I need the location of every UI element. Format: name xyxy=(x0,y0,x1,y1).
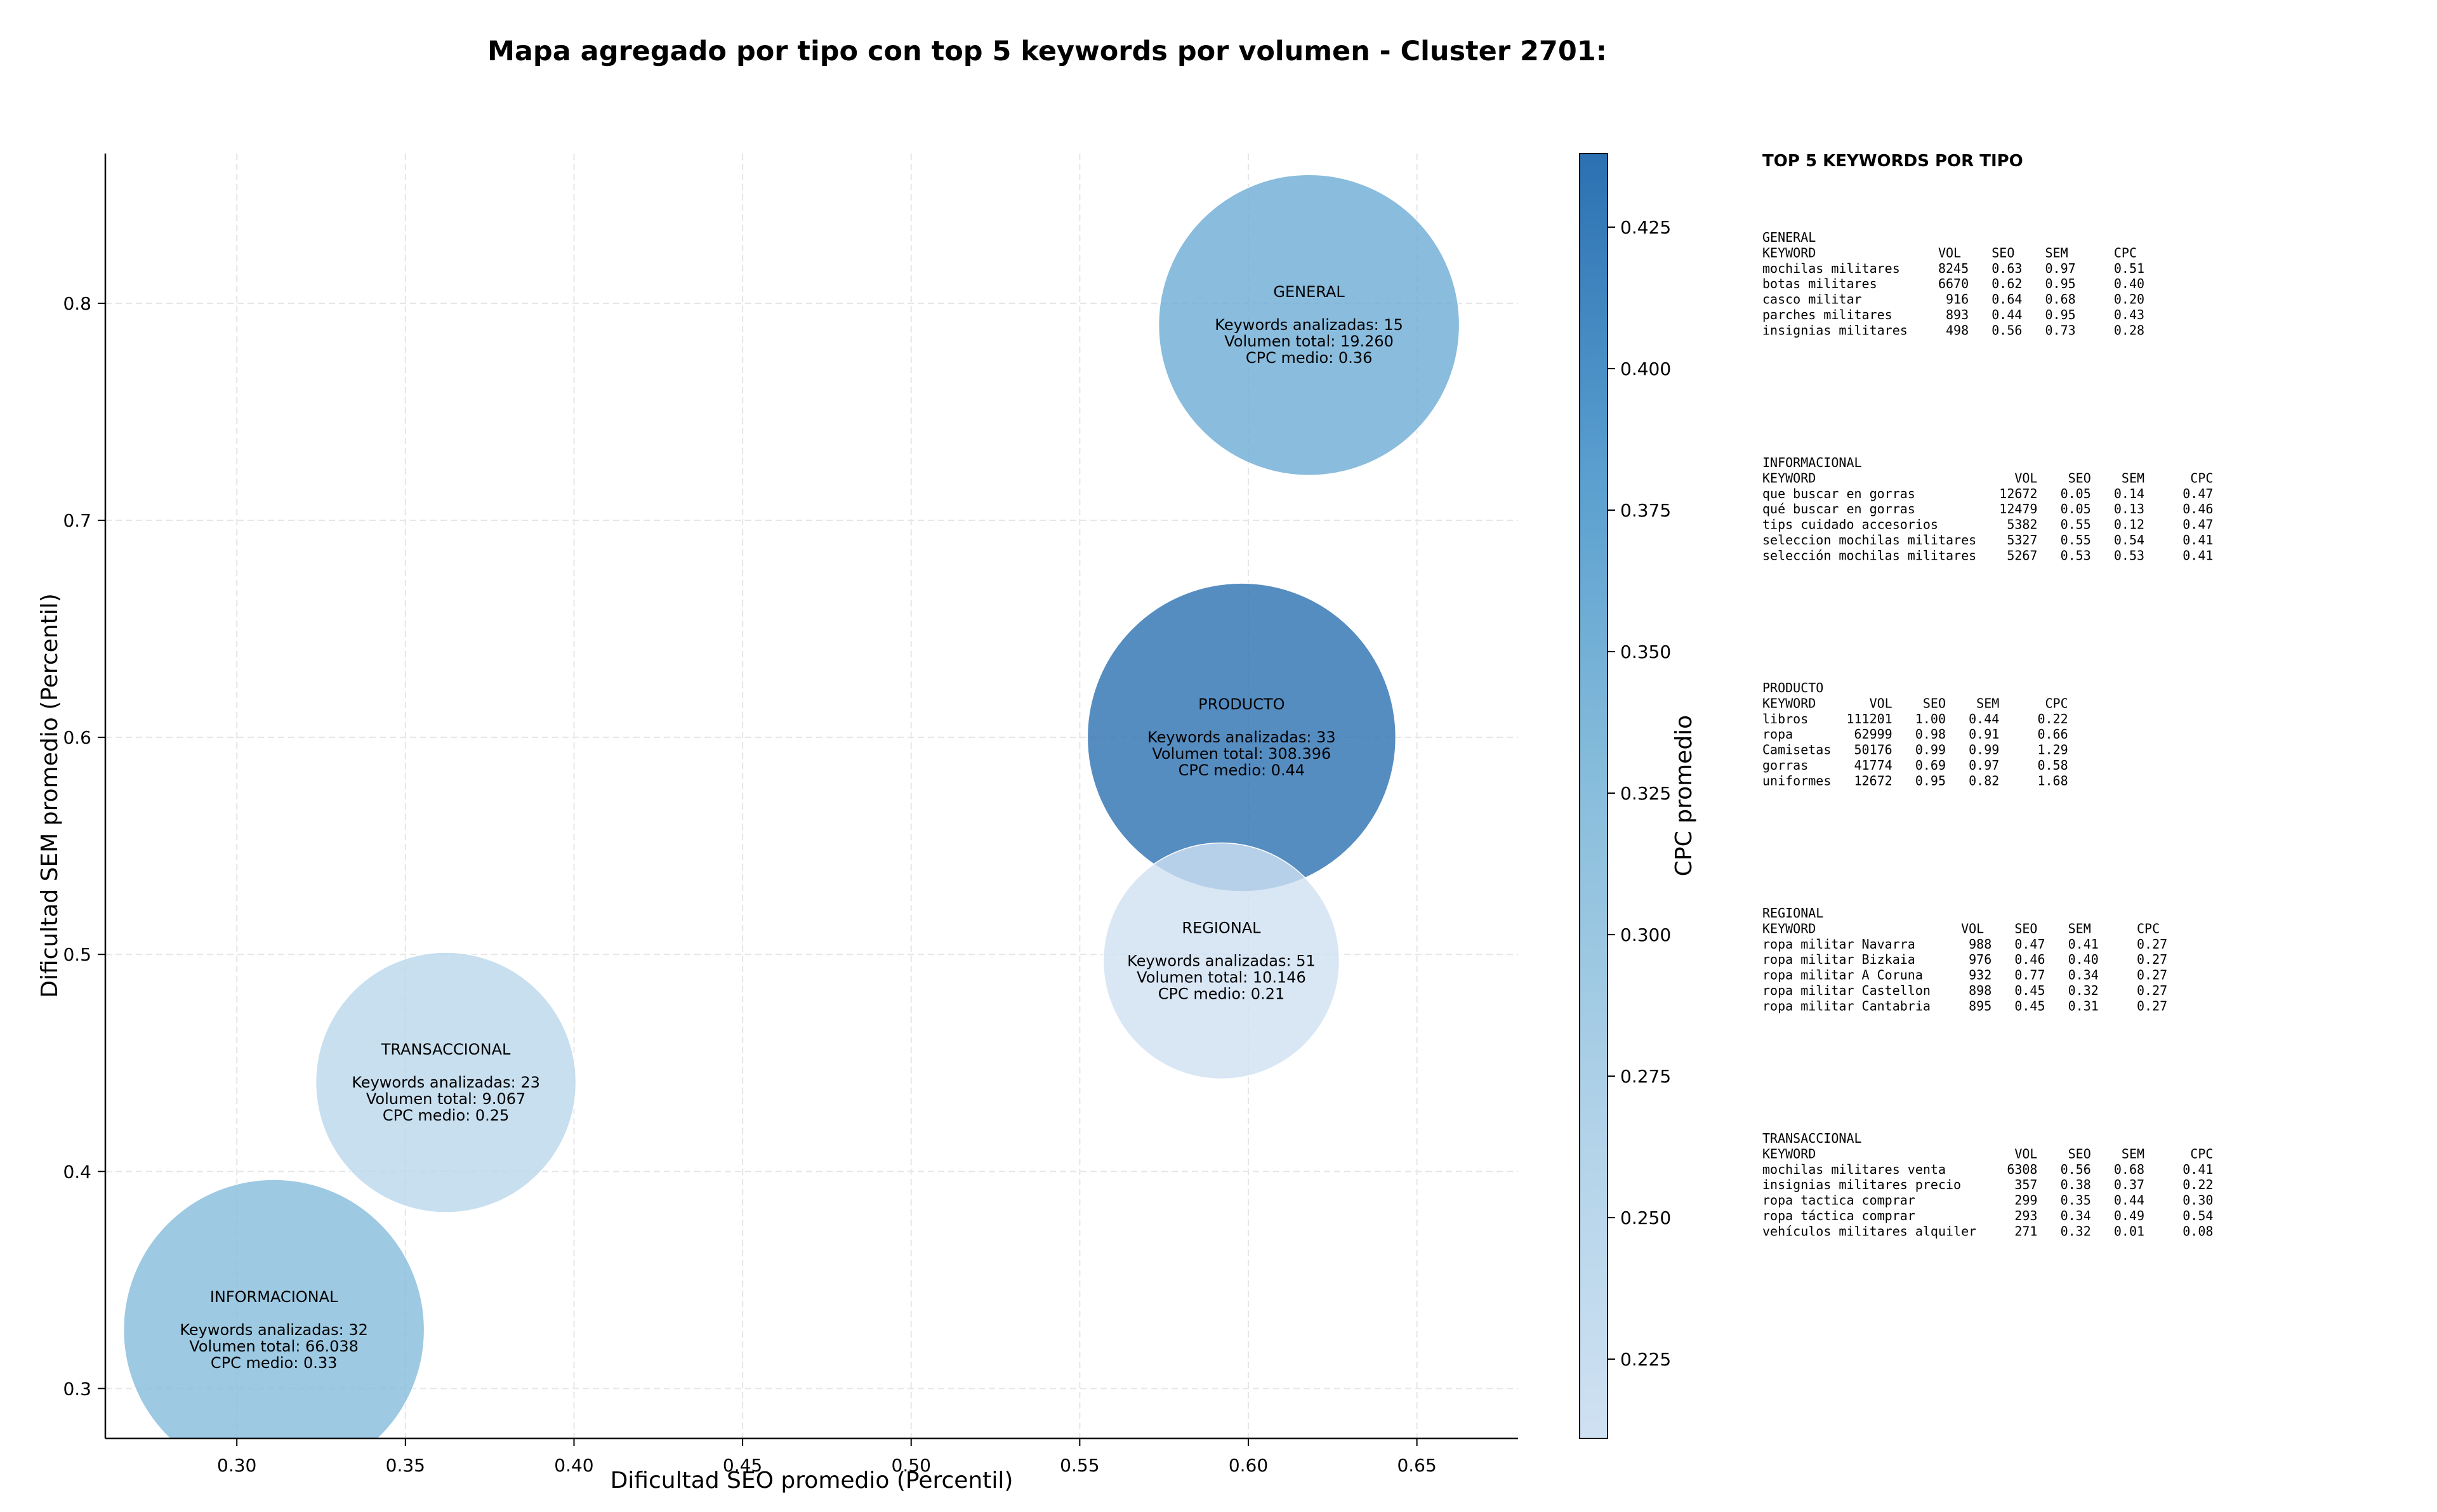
bubble-label-stat: Keywords analizadas: 15 xyxy=(1215,316,1403,334)
y-tick-label: 0.7 xyxy=(63,510,91,531)
colorbar: 0.225 0.250 0.275 0.300 0.325 0.350 0.375 0.400… xyxy=(1579,153,1671,1439)
chart-title: Mapa agregado por tipo con top 5 keyword… xyxy=(487,36,1607,67)
panel-block-title: GENERAL xyxy=(1762,230,1816,245)
colorbar-tick-label: 0.400 xyxy=(1620,358,1671,379)
axes: 0.30 0.35 0.40 0.45 0.50 0.55 0.60 0.65 0.3 0.4 0.… xyxy=(63,154,1518,1476)
bubble-label-stat: CPC medio: 0.44 xyxy=(1179,761,1305,779)
bubble-label-stat: Keywords analizadas: 33 xyxy=(1147,728,1336,746)
y-axis-label: Dificultad SEM promedio (Percentil) xyxy=(37,593,63,998)
x-axis-label: Dificultad SEO promedio (Percentil) xyxy=(611,1468,1014,1494)
panel-block-row: qué buscar en gorras 12479 0.05 0.13 0.4… xyxy=(1762,501,2213,516)
panel-block-row: casco militar 916 0.64 0.68 0.20 xyxy=(1762,292,2144,307)
y-tick-label: 0.5 xyxy=(63,944,91,965)
bubble-informacional xyxy=(122,1179,425,1438)
panel-heading: TOP 5 KEYWORDS POR TIPO xyxy=(1762,152,2023,171)
panel-block-row: Camisetas 50176 0.99 0.99 1.29 xyxy=(1762,742,2068,758)
panel-block-row: mochilas militares venta 6308 0.56 0.68 … xyxy=(1762,1162,2213,1177)
bubble-label-stat: CPC medio: 0.36 xyxy=(1246,349,1373,367)
x-tick-label: 0.60 xyxy=(1229,1455,1268,1476)
panel-block-row: que buscar en gorras 12672 0.05 0.14 0.4… xyxy=(1762,486,2213,501)
panel-block-header: KEYWORD VOL SEO SEM CPC xyxy=(1762,921,2160,936)
y-tick-label: 0.3 xyxy=(63,1378,91,1399)
bubble-label-stat: CPC medio: 0.25 xyxy=(383,1107,510,1124)
bubble-label-name: INFORMACIONAL xyxy=(210,1288,338,1306)
panel-block-row: gorras 41774 0.69 0.97 0.58 xyxy=(1762,758,2068,773)
bubble-general xyxy=(1158,174,1460,476)
panel-block-row: mochilas militares 8245 0.63 0.97 0.51 xyxy=(1762,261,2144,276)
bubble-layer xyxy=(122,174,1460,1438)
panel-block-row: selección mochilas militares 5267 0.53 0… xyxy=(1762,548,2213,563)
panel-block-row: botas militares 6670 0.62 0.95 0.40 xyxy=(1762,276,2144,291)
panel-block-title: INFORMACIONAL xyxy=(1762,455,1862,470)
panel-block-row: tips cuidado accesorios 5382 0.55 0.12 0… xyxy=(1762,517,2213,532)
bubble-label-name: TRANSACCIONAL xyxy=(381,1041,511,1058)
bubble-label-name: PRODUCTO xyxy=(1198,695,1285,713)
panel-block-header: KEYWORD VOL SEO SEM CPC xyxy=(1762,245,2137,260)
bubble-label-name: GENERAL xyxy=(1273,283,1345,301)
colorbar-tick-label: 0.250 xyxy=(1620,1207,1671,1228)
y-tick-label: 0.8 xyxy=(63,293,91,314)
colorbar-label: CPC promedio xyxy=(1671,715,1697,876)
bubble-label-stat: CPC medio: 0.33 xyxy=(211,1354,338,1372)
panel-block-header: KEYWORD VOL SEO SEM CPC xyxy=(1762,470,2213,485)
x-tick-label: 0.50 xyxy=(892,1455,931,1476)
panel-block-row: libros 111201 1.00 0.44 0.22 xyxy=(1762,711,2068,726)
bubble-label-stat: Keywords analizadas: 51 xyxy=(1127,952,1316,970)
colorbar-tick-label: 0.375 xyxy=(1620,500,1671,521)
panel-block-title: TRANSACCIONAL xyxy=(1762,1131,1862,1146)
x-tick-label: 0.65 xyxy=(1397,1455,1436,1476)
colorbar-tick-label: 0.350 xyxy=(1620,641,1671,662)
panel-block-row: ropa táctica comprar 293 0.34 0.49 0.54 xyxy=(1762,1208,2213,1223)
panel-block-row: ropa militar A Coruna 932 0.77 0.34 0.27 xyxy=(1762,968,2167,983)
panel-block-row: ropa militar Cantabria 895 0.45 0.31 0.2… xyxy=(1762,998,2167,1013)
y-tick-label: 0.6 xyxy=(63,727,91,748)
bubble-regional xyxy=(1102,842,1340,1080)
panel-block-row: ropa militar Navarra 988 0.47 0.41 0.27 xyxy=(1762,937,2167,952)
panel-block-row: ropa 62999 0.98 0.91 0.66 xyxy=(1762,726,2068,742)
bubble-transaccional xyxy=(315,952,577,1213)
panel-block-row: insignias militares precio 357 0.38 0.37… xyxy=(1762,1177,2213,1192)
panel-block-row: parches militares 893 0.44 0.95 0.43 xyxy=(1762,307,2144,322)
bubble-label-stat: Volumen total: 19.260 xyxy=(1224,332,1394,350)
bubble-label-stat: Volumen total: 10.146 xyxy=(1137,968,1306,986)
colorbar-tick-label: 0.325 xyxy=(1620,783,1671,804)
grid-lines xyxy=(105,154,1518,1438)
panel-block-title: REGIONAL xyxy=(1762,905,1823,921)
panel-block-row: uniformes 12672 0.95 0.82 1.68 xyxy=(1762,773,2068,788)
panel-block-row: ropa militar Castellon 898 0.45 0.32 0.2… xyxy=(1762,983,2167,998)
y-tick-label: 0.4 xyxy=(63,1161,91,1182)
panel-block-row: ropa tactica comprar 299 0.35 0.44 0.30 xyxy=(1762,1193,2213,1208)
x-tick-label: 0.45 xyxy=(723,1455,762,1476)
bubble-label-stat: CPC medio: 0.21 xyxy=(1158,985,1285,1003)
x-tick-label: 0.30 xyxy=(217,1455,256,1476)
colorbar-tick-label: 0.225 xyxy=(1620,1349,1671,1370)
panel-block-header: KEYWORD VOL SEO SEM CPC xyxy=(1762,1146,2213,1161)
colorbar-tick-label: 0.275 xyxy=(1620,1066,1671,1087)
panel-block-header: KEYWORD VOL SEO SEM CPC xyxy=(1762,695,2068,711)
bubble-label-stat: Keywords analizadas: 32 xyxy=(180,1321,368,1339)
bubble-label-name: REGIONAL xyxy=(1182,919,1261,937)
colorbar-gradient xyxy=(1579,153,1608,1439)
panel-block-row: seleccion mochilas militares 5327 0.55 0… xyxy=(1762,532,2213,548)
colorbar-tick-label: 0.300 xyxy=(1620,924,1671,945)
panel-block-title: PRODUCTO xyxy=(1762,680,1823,695)
bubble-label-stat: Keywords analizadas: 23 xyxy=(352,1074,540,1091)
x-tick-label: 0.40 xyxy=(554,1455,593,1476)
panel-block-row: ropa militar Bizkaia 976 0.46 0.40 0.27 xyxy=(1762,952,2167,967)
x-tick-label: 0.55 xyxy=(1060,1455,1099,1476)
panel-block-row: insignias militares 498 0.56 0.73 0.28 xyxy=(1762,322,2144,338)
bubble-label-stat: Volumen total: 308.396 xyxy=(1152,745,1331,763)
x-tick-label: 0.35 xyxy=(386,1455,425,1476)
colorbar-tick-label: 0.425 xyxy=(1620,217,1671,238)
panel-block-row: vehículos militares alquiler 271 0.32 0.… xyxy=(1762,1223,2213,1239)
bubble-label-stat: Volumen total: 9.067 xyxy=(366,1090,525,1108)
bubble-label-stat: Volumen total: 66.038 xyxy=(189,1338,359,1355)
